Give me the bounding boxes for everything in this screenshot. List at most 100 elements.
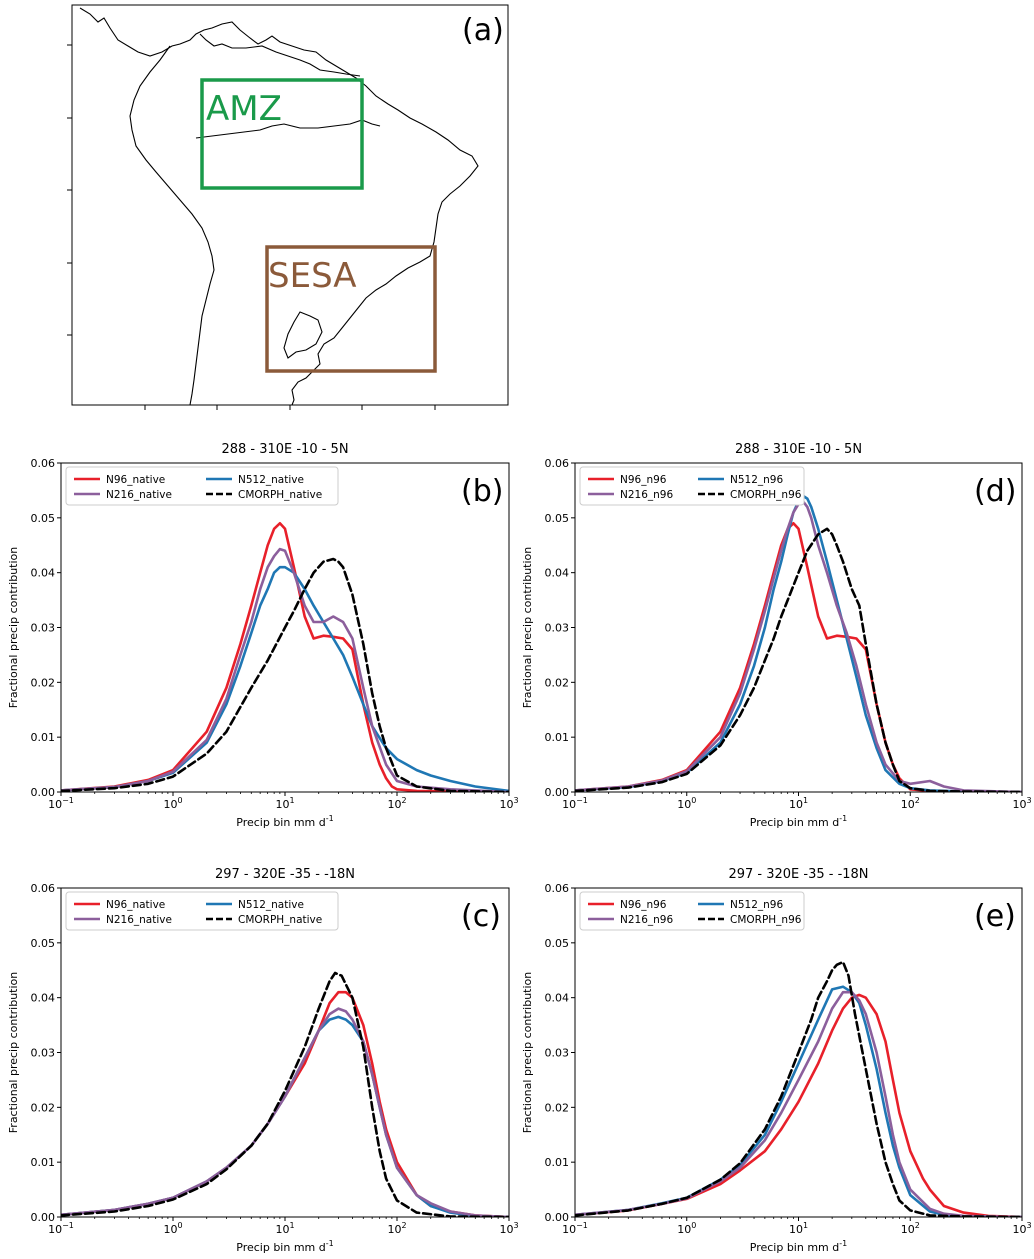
legend-entry: N512_native	[238, 474, 304, 486]
x-tick-label: 10−1	[48, 796, 74, 811]
y-tick-label: 0.04	[545, 992, 570, 1005]
region-label-sesa: SESA	[268, 256, 357, 296]
region-box-sesa	[265, 245, 437, 373]
x-tick-exponent: 0	[177, 1221, 182, 1230]
legend-entry: N216_n96	[620, 489, 673, 501]
y-tick-label: 0.01	[545, 731, 570, 744]
x-tick-exponent: 3	[513, 796, 518, 805]
x-tick-base: 10	[677, 1223, 691, 1236]
y-tick-label: 0.05	[545, 937, 570, 950]
x-axis-label-text: Precip bin mm d	[236, 816, 326, 829]
y-tick-label: 0.05	[31, 512, 56, 525]
x-tick-base: 10	[789, 1223, 803, 1236]
series-lines	[575, 960, 1022, 1217]
chart-title: 297 - 320E -35 - -18N	[728, 867, 868, 882]
series-lines	[61, 971, 509, 1217]
legend-entry: N96_n96	[620, 474, 667, 486]
x-tick-base: 10	[387, 1223, 401, 1236]
map-panel: AMZ SESA (a)	[67, 4, 509, 410]
y-tick-label: 0.00	[545, 1211, 570, 1224]
plot-frame	[60, 887, 510, 1218]
y-tick-label: 0.01	[31, 731, 56, 744]
series-line	[61, 990, 509, 1217]
x-tick-exponent: 1	[289, 796, 294, 805]
y-tick-label: 0.04	[31, 992, 56, 1005]
y-tick-label: 0.01	[31, 1156, 56, 1169]
legend-entry: N96_native	[106, 474, 165, 486]
plot-frame	[574, 462, 1023, 793]
x-tick-base: 10	[275, 1223, 289, 1236]
legend-entry: N216_n96	[620, 914, 673, 926]
y-axis-label: Fractional precip contribution	[7, 547, 20, 709]
x-tick-label: 101	[275, 796, 294, 811]
panel-letter: (c)	[461, 899, 501, 934]
y-tick-label: 0.02	[545, 676, 570, 689]
series-line	[575, 527, 1022, 792]
y-axis-label: Fractional precip contribution	[7, 972, 20, 1134]
y-axis-label: Fractional precip contribution	[521, 972, 534, 1134]
x-tick-base: 10	[562, 798, 576, 811]
x-tick-label: 103	[1012, 796, 1031, 811]
x-tick-exponent: 2	[915, 796, 920, 805]
y-tick-label: 0.06	[31, 457, 56, 470]
chart-panel: 297 - 320E -35 - -18N 0.00 0.01 0.02 0.03 0.0…	[521, 867, 1032, 1254]
chart-panel: 288 - 310E -10 - 5N 0.00 0.01 0.02 0.03 0.04 0…	[521, 442, 1032, 829]
x-tick-exponent: 3	[513, 1221, 518, 1230]
x-tick-label: 103	[499, 1221, 518, 1236]
series-lines	[61, 521, 509, 792]
x-tick-exponent: −1	[576, 1221, 588, 1230]
legend-entry: CMORPH_n96	[730, 914, 802, 926]
x-tick-base: 10	[387, 798, 401, 811]
chart-panel: 288 - 310E -10 - 5N 0.00 0.01 0.02 0.03 0.04 0…	[7, 442, 519, 829]
series-line	[575, 521, 1022, 792]
x-axis-label: Precip bin mm d-1	[236, 1239, 333, 1254]
x-tick-label: 103	[1012, 1221, 1031, 1236]
x-tick-label: 101	[789, 796, 808, 811]
x-tick-base: 10	[163, 798, 177, 811]
x-tick-exponent: −1	[576, 796, 588, 805]
legend-entry: N216_native	[106, 489, 172, 501]
legend-box	[579, 891, 805, 931]
x-tick-exponent: 3	[1026, 796, 1031, 805]
x-tick-exponent: 1	[803, 1221, 808, 1230]
y-tick-label: 0.00	[31, 1211, 56, 1224]
coastline	[79, 7, 479, 406]
x-axis-label-sup: -1	[326, 814, 334, 823]
x-tick-exponent: 1	[289, 1221, 294, 1230]
legend-entry: N96_native	[106, 899, 165, 911]
x-tick-label: 102	[901, 796, 920, 811]
plot-frame	[574, 887, 1023, 1218]
y-tick-label: 0.04	[31, 567, 56, 580]
coastline-west	[129, 45, 215, 406]
y-tick-label: 0.00	[31, 786, 56, 799]
x-tick-label: 102	[901, 1221, 920, 1236]
x-tick-exponent: 1	[803, 796, 808, 805]
y-tick-label: 0.06	[31, 882, 56, 895]
plot-frame	[60, 462, 510, 793]
legend-entry: N216_native	[106, 914, 172, 926]
x-tick-base: 10	[1012, 1223, 1026, 1236]
y-axis-label: Fractional precip contribution	[521, 547, 534, 709]
legend-entry: N512_n96	[730, 899, 783, 911]
series-line	[575, 960, 1022, 1217]
series-line	[61, 1015, 509, 1217]
legend-entry: CMORPH_native	[238, 489, 322, 501]
x-tick-label: 10−1	[562, 796, 588, 811]
x-tick-label: 103	[499, 796, 518, 811]
x-tick-base: 10	[677, 798, 691, 811]
legend-box	[579, 466, 805, 506]
panel-letter-a: (a)	[462, 13, 504, 48]
series-line	[61, 547, 509, 792]
series-line	[61, 971, 509, 1217]
x-tick-exponent: −1	[62, 796, 74, 805]
x-axis-label: Precip bin mm d-1	[750, 814, 847, 829]
x-tick-label: 100	[163, 796, 182, 811]
series-line	[61, 565, 509, 792]
x-tick-base: 10	[499, 1223, 513, 1236]
y-tick-label: 0.06	[545, 882, 570, 895]
legend-box	[65, 466, 339, 506]
legend-entry: N512_native	[238, 899, 304, 911]
panel-letter: (d)	[974, 474, 1016, 509]
x-tick-label: 101	[789, 1221, 808, 1236]
x-tick-base: 10	[1012, 798, 1026, 811]
